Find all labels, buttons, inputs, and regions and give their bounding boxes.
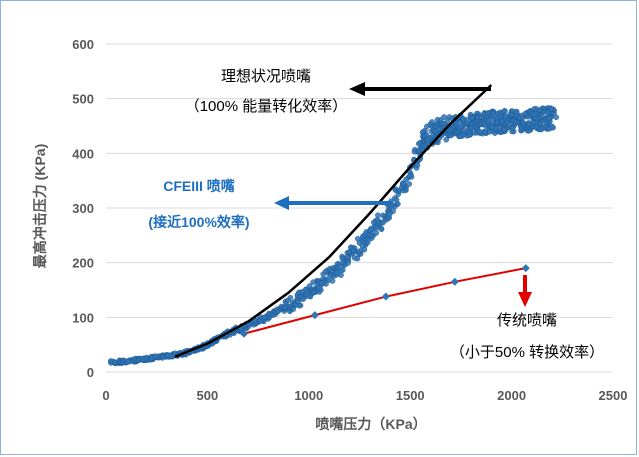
- gridlines: [106, 43, 613, 373]
- scatter-point: [509, 125, 516, 131]
- annotation-cfeiii-subtitle: (接近100%效率): [148, 214, 249, 230]
- x-tick-label: 2500: [599, 388, 628, 403]
- annotation-ideal-title: 理想状况喷嘴: [221, 68, 311, 85]
- y-tick-label: 300: [72, 201, 94, 216]
- traditional-marker: [521, 264, 530, 273]
- annotation-ideal-subtitle: （100% 能量转化效率）: [185, 98, 348, 115]
- scatter-point: [378, 226, 385, 232]
- scatter-point: [546, 115, 553, 121]
- scatter-point: [414, 162, 421, 168]
- scatter-point: [406, 181, 413, 187]
- scatter-point: [345, 260, 351, 266]
- scatter-point: [458, 123, 465, 129]
- scatter-point: [529, 111, 536, 117]
- scatter-point: [469, 115, 475, 121]
- arrow-red: [518, 275, 532, 307]
- scatter-point: [300, 296, 306, 302]
- scatter-point: [318, 280, 325, 286]
- scatter-point: [548, 106, 555, 112]
- y-tick-label: 400: [72, 146, 94, 161]
- scatter-point: [490, 110, 497, 117]
- scatter-point: [350, 247, 357, 254]
- trend-lines: [174, 84, 530, 358]
- scatter-point: [513, 109, 519, 115]
- scatter-point: [501, 108, 508, 114]
- scatter-point: [492, 125, 499, 132]
- x-tick-label: 2000: [497, 388, 526, 403]
- scatter-point: [400, 180, 407, 187]
- scatter-point: [365, 236, 372, 243]
- scatter-point: [477, 129, 483, 135]
- y-tick-label: 600: [72, 37, 94, 52]
- scatter-point: [393, 196, 400, 203]
- ideal-curve: [174, 84, 493, 358]
- x-axis-title: 喷嘴压力（KPa）: [315, 416, 426, 432]
- x-tick-label: 1000: [294, 388, 323, 403]
- scatter-point: [261, 314, 268, 321]
- scatter-point: [316, 285, 323, 292]
- scatter-point: [354, 235, 361, 242]
- annotation-cfeiii-title: CFEIII 喷嘴: [163, 178, 235, 194]
- scatter-point: [310, 279, 316, 286]
- scatter-point: [494, 119, 500, 126]
- scatter-points: [107, 105, 560, 367]
- y-axis-title: 最高冲击压力 (KPa): [32, 144, 48, 268]
- scatter-point: [517, 115, 523, 121]
- tick-labels: 0 100 200 300 400 500 600 0 500 1000 1500 2000 2500: [72, 37, 627, 403]
- scatter-point: [429, 119, 435, 125]
- scatter-point: [287, 294, 294, 301]
- scatter-point: [306, 283, 313, 289]
- scatter-point: [344, 254, 351, 260]
- scatter-point: [380, 219, 386, 226]
- scatter-point: [501, 126, 507, 133]
- annotation-traditional-title: 传统喷嘴: [497, 312, 557, 329]
- x-tick-label: 1500: [396, 388, 425, 403]
- x-tick-label: 500: [197, 388, 219, 403]
- scatter-point: [359, 242, 366, 249]
- scatter-point: [351, 255, 358, 261]
- scatter-point: [526, 121, 532, 127]
- scatter-point: [375, 212, 381, 218]
- scatter-point: [549, 123, 555, 130]
- traditional-marker: [450, 277, 459, 286]
- y-tick-label: 100: [72, 310, 94, 325]
- scatter-point: [380, 212, 386, 219]
- scatter-point: [407, 172, 413, 179]
- y-tick-label: 500: [72, 92, 94, 107]
- scatter-point: [386, 211, 393, 217]
- scatter-point: [322, 268, 329, 275]
- x-tick-label: 0: [102, 388, 109, 403]
- scatter-point: [373, 225, 379, 231]
- scatter-point: [460, 116, 467, 122]
- scatter-point: [339, 255, 346, 262]
- scatter-point: [534, 115, 541, 122]
- scatter-point: [525, 114, 532, 120]
- scatter-point: [423, 132, 430, 138]
- scatter-point: [367, 232, 374, 238]
- scatter-point: [441, 114, 447, 120]
- scatter-point: [337, 267, 344, 274]
- scatter-point: [143, 354, 150, 361]
- traditional-marker: [239, 329, 248, 338]
- y-tick-label: 200: [72, 256, 94, 271]
- scatter-point: [311, 289, 317, 295]
- traditional-marker: [310, 311, 319, 320]
- traditional-marker: [381, 292, 390, 301]
- scatter-point: [373, 230, 380, 236]
- arrow-black: [349, 82, 491, 96]
- annotation-traditional-subtitle: （小于50% 转换效率）: [450, 344, 604, 361]
- scatter-point: [443, 136, 450, 143]
- scatter-point: [411, 148, 418, 155]
- scatter-point: [553, 114, 560, 120]
- scatter-point: [460, 131, 467, 138]
- scatter-point: [368, 225, 374, 232]
- scatter-point: [482, 129, 488, 135]
- scatter-point: [444, 118, 451, 124]
- scatter-point: [168, 353, 175, 359]
- y-tick-label: 0: [87, 365, 94, 380]
- scatter-point: [403, 176, 409, 183]
- arrow-blue: [274, 196, 393, 210]
